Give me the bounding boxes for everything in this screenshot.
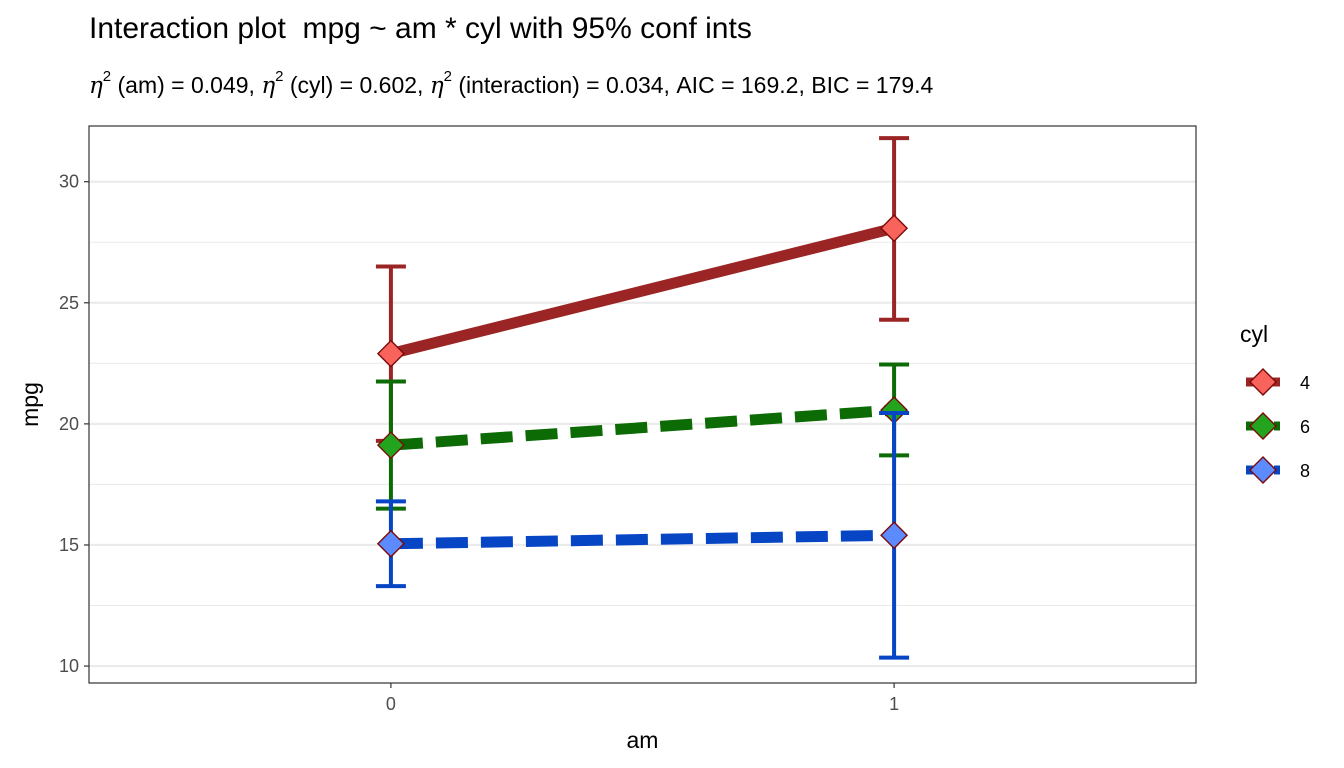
y-axis-title: mpg [17, 382, 43, 427]
legend-item-cyl-8: 8 [1246, 456, 1310, 484]
superscript: 2 [275, 68, 284, 85]
series-cyl-8 [375, 410, 910, 660]
data-point-marker [376, 529, 405, 558]
series-line [390, 529, 895, 550]
x-axis-title: am [627, 727, 659, 753]
chart-subtitle: η2 (am) = 0.049, η2 (cyl) = 0.602, η2 (i… [89, 69, 934, 99]
plot-panel-border [88, 125, 1197, 684]
x-tick-label: 0 [386, 694, 396, 714]
data-point-marker [880, 214, 909, 243]
data-point-marker [880, 521, 909, 550]
legend-key-marker [1249, 456, 1277, 484]
eta-symbol: η [429, 73, 444, 99]
superscript: 2 [102, 68, 112, 85]
data-point-marker [376, 339, 405, 368]
x-tick-label: 1 [889, 694, 899, 714]
subtitle-text: (interaction) = 0.034, AIC = 169.2, BIC … [451, 72, 934, 98]
legend-item-cyl-6: 6 [1246, 412, 1310, 440]
data-point-marker [376, 431, 405, 460]
series-cyl-4 [375, 136, 910, 443]
series-line [390, 404, 895, 451]
legend-title: cyl [1240, 321, 1268, 347]
series-cyl-6 [375, 362, 910, 511]
chart-title: Interaction plot mpg ~ am * cyl with 95%… [89, 12, 752, 45]
y-tick-label: 20 [59, 414, 79, 434]
subtitle-text: (cyl) = 0.602, [283, 72, 430, 98]
legend-label: 6 [1300, 417, 1310, 437]
y-tick-label: 30 [59, 172, 79, 192]
y-tick-label: 10 [59, 656, 79, 676]
subtitle-text: (am) = 0.049, [111, 72, 262, 98]
legend-key-marker [1249, 412, 1277, 440]
series-line [389, 222, 896, 359]
legend-label: 4 [1300, 373, 1310, 393]
legend-label: 8 [1300, 461, 1310, 481]
eta-symbol: η [261, 73, 276, 99]
superscript: 2 [443, 68, 452, 85]
legend-item-cyl-4: 4 [1246, 368, 1310, 396]
y-tick-label: 25 [59, 293, 79, 313]
eta-symbol: η [89, 73, 103, 99]
y-tick-label: 15 [59, 535, 79, 555]
legend-key-marker [1249, 368, 1277, 396]
